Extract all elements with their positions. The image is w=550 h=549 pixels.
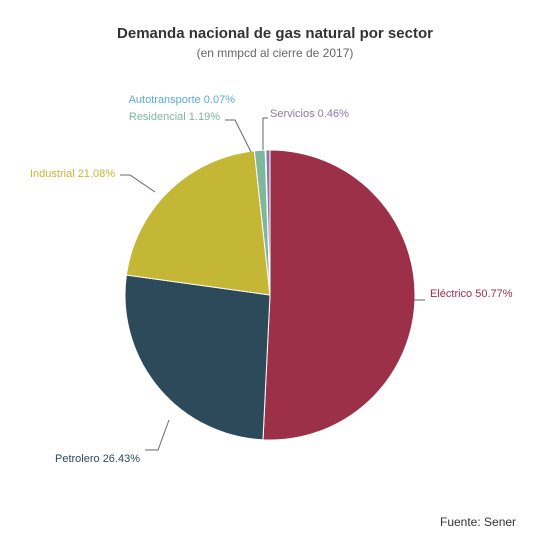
leader-line xyxy=(225,120,251,152)
pie-chart-svg xyxy=(0,0,550,549)
slice-label-eléctrico: Eléctrico 50.77% xyxy=(430,288,513,300)
pie-slice-industrial xyxy=(126,151,270,295)
slice-label-servicios: Servicios 0.46% xyxy=(270,108,349,120)
slice-label-residencial: Residencial 1.19% xyxy=(129,111,220,123)
leader-line xyxy=(145,420,169,450)
slice-label-autotransporte: Autotransporte 0.07% xyxy=(129,94,235,106)
chart-subtitle: (en mmpcd al cierre de 2017) xyxy=(0,46,550,60)
source-label: Fuente: Sener xyxy=(440,515,516,529)
pie-slice-petrolero xyxy=(125,275,270,440)
pie-chart-container: Demanda nacional de gas natural por sect… xyxy=(0,0,550,549)
leader-line xyxy=(263,118,268,150)
chart-title: Demanda nacional de gas natural por sect… xyxy=(0,25,550,42)
slice-label-industrial: Industrial 21.08% xyxy=(30,168,115,180)
pie-slice-eléctrico xyxy=(263,150,415,440)
leader-line xyxy=(120,175,155,192)
slice-label-petrolero: Petrolero 26.43% xyxy=(55,453,140,465)
